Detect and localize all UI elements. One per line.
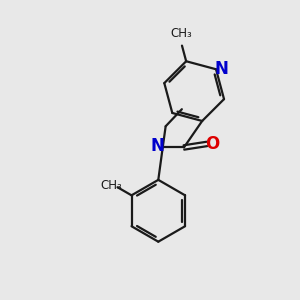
Text: N: N xyxy=(214,60,228,78)
Text: CH₃: CH₃ xyxy=(170,27,192,40)
Text: N: N xyxy=(151,137,165,155)
Text: CH₃: CH₃ xyxy=(100,179,122,192)
Text: O: O xyxy=(205,135,219,153)
